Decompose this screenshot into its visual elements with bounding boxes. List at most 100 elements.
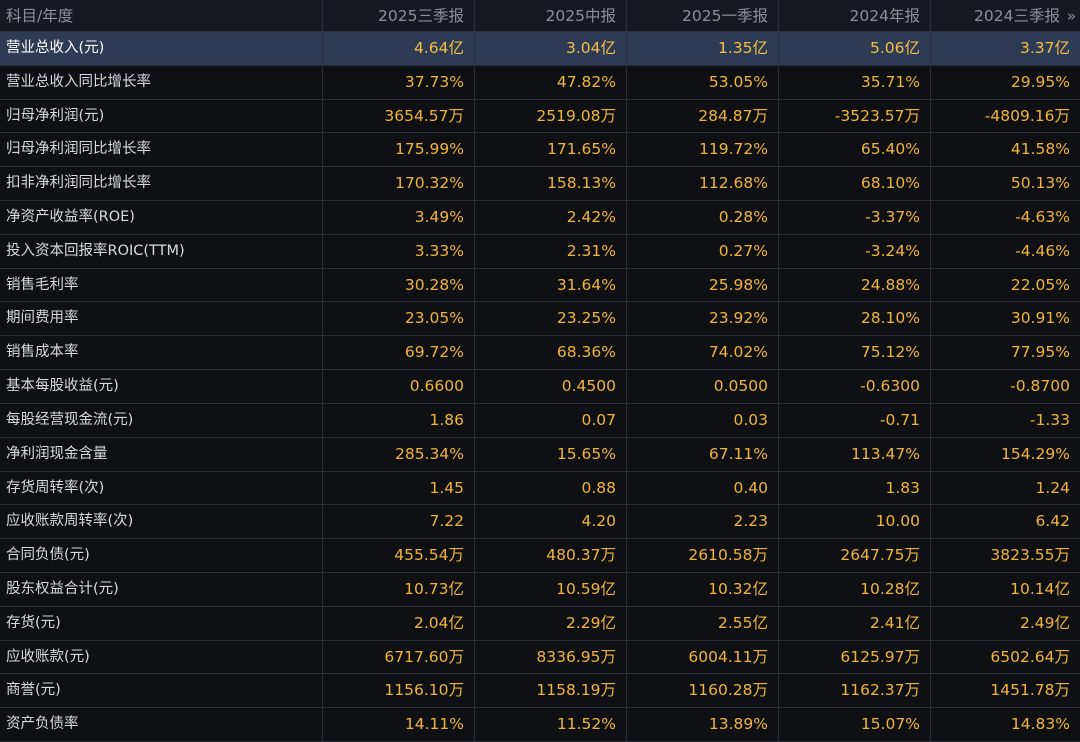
row-label: 存货周转率(次)	[0, 471, 323, 506]
table-row[interactable]: 归母净利润同比增长率 175.99% 171.65% 119.72% 65.40% 41.…	[0, 133, 1080, 168]
value-cell: 5.06亿	[779, 32, 931, 66]
row-label: 期间费用率	[0, 302, 323, 337]
value-cell: 2.31%	[475, 234, 627, 269]
value-cell: 6502.64万	[931, 640, 1080, 675]
value-cell: 77.95%	[931, 336, 1080, 371]
value-cell: -4.46%	[931, 234, 1080, 269]
value-cell: 0.40	[627, 471, 779, 506]
value-cell: 10.73亿	[323, 572, 475, 607]
value-cell: 24.88%	[779, 268, 931, 303]
value-cell: 158.13%	[475, 167, 627, 202]
value-cell: 23.92%	[627, 302, 779, 337]
value-cell: 65.40%	[779, 133, 931, 168]
table-row[interactable]: 归母净利润(元) 3654.57万 2519.08万 284.87万 -3523.57万…	[0, 99, 1080, 134]
table-row[interactable]: 资产负债率 14.11% 11.52% 13.89% 15.07% 14.83%	[0, 708, 1080, 742]
column-header-2025-q1[interactable]: 2025一季报	[627, 0, 779, 32]
value-cell: 0.0500	[627, 370, 779, 404]
value-cell: 10.00	[779, 505, 931, 540]
value-cell: 1.24	[931, 471, 1080, 506]
value-cell: 455.54万	[323, 539, 475, 573]
value-cell: 3.49%	[323, 201, 475, 235]
value-cell: 1451.78万	[931, 674, 1080, 709]
table-row[interactable]: 合同负债(元) 455.54万 480.37万 2610.58万 2647.75万 382…	[0, 539, 1080, 573]
value-cell: 30.91%	[931, 302, 1080, 337]
value-cell: 2.04亿	[323, 606, 475, 641]
row-label: 销售毛利率	[0, 268, 323, 303]
value-cell: 1.45	[323, 471, 475, 506]
table-row[interactable]: 销售成本率 69.72% 68.36% 74.02% 75.12% 77.95%	[0, 336, 1080, 371]
table-row[interactable]: 扣非净利润同比增长率 170.32% 158.13% 112.68% 68.10% 50.…	[0, 167, 1080, 202]
value-cell: 10.28亿	[779, 572, 931, 607]
column-header-2025-q3[interactable]: 2025三季报	[323, 0, 475, 32]
row-label: 净利润现金含量	[0, 437, 323, 472]
value-cell: 23.25%	[475, 302, 627, 337]
value-cell: 0.4500	[475, 370, 627, 404]
value-cell: 175.99%	[323, 133, 475, 168]
value-cell: 3.04亿	[475, 32, 627, 66]
value-cell: 69.72%	[323, 336, 475, 371]
more-columns-arrow-icon[interactable]: »	[1066, 7, 1076, 25]
value-cell: 14.83%	[931, 708, 1080, 742]
table-row[interactable]: 存货周转率(次) 1.45 0.88 0.40 1.83 1.24	[0, 471, 1080, 506]
table-row[interactable]: 应收账款周转率(次) 7.22 4.20 2.23 10.00 6.42	[0, 505, 1080, 540]
value-cell: 10.59亿	[475, 572, 627, 607]
row-label: 营业总收入(元)	[0, 32, 323, 66]
table-row[interactable]: 应收账款(元) 6717.60万 8336.95万 6004.11万 6125.97万 6…	[0, 640, 1080, 675]
value-cell: 15.65%	[475, 437, 627, 472]
table-row[interactable]: 净利润现金含量 285.34% 15.65% 67.11% 113.47% 154.29%	[0, 437, 1080, 472]
row-label: 应收账款周转率(次)	[0, 505, 323, 540]
value-cell: 2.41亿	[779, 606, 931, 641]
value-cell: 68.10%	[779, 167, 931, 202]
row-label: 每股经营现金流(元)	[0, 403, 323, 438]
value-cell: 154.29%	[931, 437, 1080, 472]
table-row[interactable]: 期间费用率 23.05% 23.25% 23.92% 28.10% 30.91%	[0, 302, 1080, 337]
value-cell: 1.86	[323, 403, 475, 438]
row-label: 商誉(元)	[0, 674, 323, 709]
table-row[interactable]: 股东权益合计(元) 10.73亿 10.59亿 10.32亿 10.28亿 10.14亿	[0, 572, 1080, 607]
value-cell: 3.37亿	[931, 32, 1080, 66]
value-cell: 11.52%	[475, 708, 627, 742]
table-row[interactable]: 每股经营现金流(元) 1.86 0.07 0.03 -0.71 -1.33	[0, 403, 1080, 438]
value-cell: 119.72%	[627, 133, 779, 168]
value-cell: 1.83	[779, 471, 931, 506]
table-header-row: 科目/年度 2025三季报 2025中报 2025一季报 2024年报 2024…	[0, 0, 1080, 32]
column-header-2025-h1[interactable]: 2025中报	[475, 0, 627, 32]
value-cell: 480.37万	[475, 539, 627, 573]
value-cell: -3.24%	[779, 234, 931, 269]
value-cell: 35.71%	[779, 65, 931, 100]
value-cell: 23.05%	[323, 302, 475, 337]
value-cell: 0.6600	[323, 370, 475, 404]
value-cell: -4.63%	[931, 201, 1080, 235]
table-row[interactable]: 净资产收益率(ROE) 3.49% 2.42% 0.28% -3.37% -4.63%	[0, 201, 1080, 235]
table-row[interactable]: 销售毛利率 30.28% 31.64% 25.98% 24.88% 22.05%	[0, 268, 1080, 303]
value-cell: 37.73%	[323, 65, 475, 100]
value-cell: -0.8700	[931, 370, 1080, 404]
value-cell: 6125.97万	[779, 640, 931, 675]
table-row[interactable]: 商誉(元) 1156.10万 1158.19万 1160.28万 1162.37万 145…	[0, 674, 1080, 709]
row-label: 股东权益合计(元)	[0, 572, 323, 607]
row-label: 营业总收入同比增长率	[0, 65, 323, 100]
row-label: 资产负债率	[0, 708, 323, 742]
value-cell: 50.13%	[931, 167, 1080, 202]
value-cell: 1160.28万	[627, 674, 779, 709]
table-row[interactable]: 存货(元) 2.04亿 2.29亿 2.55亿 2.41亿 2.49亿	[0, 606, 1080, 641]
row-label: 应收账款(元)	[0, 640, 323, 675]
row-label: 归母净利润(元)	[0, 99, 323, 134]
table-row[interactable]: 基本每股收益(元) 0.6600 0.4500 0.0500 -0.6300 -0.870…	[0, 370, 1080, 404]
value-cell: 2.55亿	[627, 606, 779, 641]
value-cell: 0.27%	[627, 234, 779, 269]
value-cell: 112.68%	[627, 167, 779, 202]
value-cell: -3523.57万	[779, 99, 931, 134]
value-cell: -0.6300	[779, 370, 931, 404]
column-header-2024-q3[interactable]: 2024三季报 »	[931, 0, 1080, 32]
value-cell: 4.64亿	[323, 32, 475, 66]
table-row[interactable]: 投入资本回报率ROIC(TTM) 3.33% 2.31% 0.27% -3.24% -4.…	[0, 234, 1080, 269]
value-cell: 0.03	[627, 403, 779, 438]
table-row[interactable]: 营业总收入同比增长率 37.73% 47.82% 53.05% 35.71% 29.95%	[0, 65, 1080, 100]
value-cell: 3823.55万	[931, 539, 1080, 573]
column-header-2024-annual[interactable]: 2024年报	[779, 0, 931, 32]
row-label: 扣非净利润同比增长率	[0, 167, 323, 202]
value-cell: 67.11%	[627, 437, 779, 472]
table-row[interactable]: 营业总收入(元) 4.64亿 3.04亿 1.35亿 5.06亿 3.37亿	[0, 32, 1080, 66]
